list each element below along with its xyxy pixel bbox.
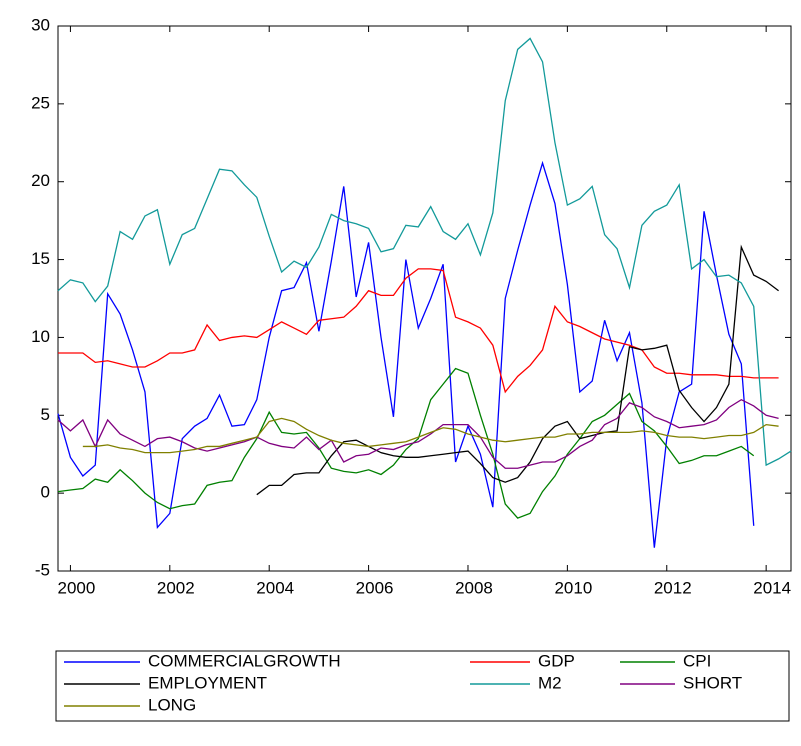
legend-label: SHORT [683,673,742,692]
legend-label: LONG [148,695,196,714]
y-tick-label: 25 [31,93,50,112]
legend-label: EMPLOYMENT [148,673,267,692]
series-line [57,367,755,519]
series-line [58,268,779,394]
legend-label: CPI [683,651,711,670]
legend-label: M2 [538,673,562,692]
plot-frame [57,25,792,572]
y-tick-label: 20 [31,171,50,190]
series-line [57,398,779,469]
y-tick-label: 30 [31,15,50,34]
y-tick-label: 15 [31,249,50,268]
x-tick-label: 2000 [58,578,96,597]
x-tick-label: 2008 [455,578,493,597]
x-tick-label: 2002 [157,578,195,597]
legend-label: GDP [538,651,575,670]
y-tick-label: 10 [31,327,50,346]
series-line [82,417,779,454]
x-tick-label: 2014 [753,578,791,597]
series-line [256,244,779,496]
y-tick-label: 0 [41,483,50,502]
x-tick-label: 2006 [356,578,394,597]
legend-box [55,650,790,722]
legend-label: COMMERCIALGROWTH [148,651,341,670]
y-tick-label: 5 [41,405,50,424]
y-tick-label: -5 [35,560,50,579]
x-tick-label: 2004 [256,578,294,597]
x-tick-label: 2012 [654,578,692,597]
series-line [57,37,792,467]
x-tick-label: 2010 [554,578,592,597]
series-line [57,160,755,548]
